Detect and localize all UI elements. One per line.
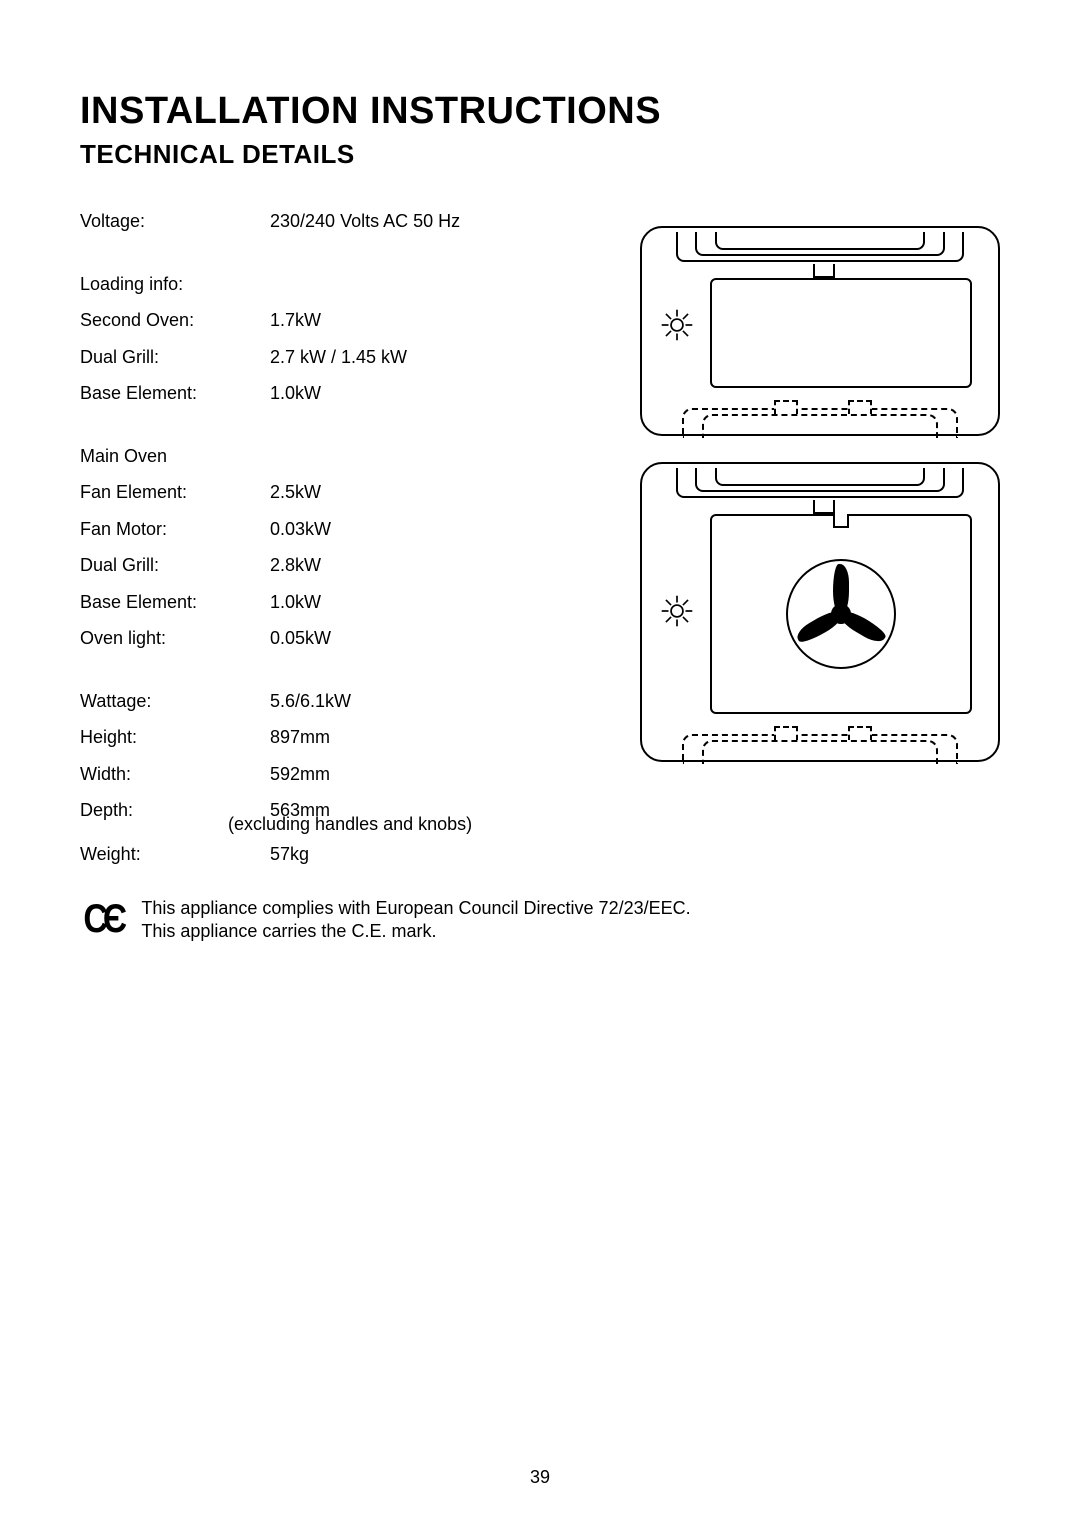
spec-row-voltage: Voltage: 230/240 Volts AC 50 Hz [80, 210, 600, 233]
page: INSTALLATION INSTRUCTIONS TECHNICAL DETA… [0, 0, 1080, 1528]
bottom-heating-element-icon [656, 394, 984, 432]
spec-row-base-element-top: Base Element: 1.0kW [80, 382, 600, 405]
spec-value: 0.03kW [270, 518, 600, 541]
thermostat-sun-icon [660, 594, 694, 628]
spec-row-width: Width: 592mm [80, 763, 600, 786]
heading-technical-details: TECHNICAL DETAILS [80, 139, 1000, 170]
ce-line-2: This appliance carries the C.E. mark. [141, 920, 690, 943]
spec-table: Voltage: 230/240 Volts AC 50 Hz Loading … [80, 210, 600, 879]
spec-row-dual-grill-main: Dual Grill: 2.8kW [80, 554, 600, 577]
oven-cavity-icon [710, 278, 972, 388]
spec-row-main-oven: Main Oven [80, 445, 600, 468]
ce-mark-icon: CЄ [83, 897, 122, 942]
spec-value: 2.7 kW / 1.45 kW [270, 346, 600, 369]
spec-row-oven-light: Oven light: 0.05kW [80, 627, 600, 650]
spec-value: 1.0kW [270, 591, 600, 614]
ce-compliance-text: This appliance complies with European Co… [141, 897, 690, 942]
spec-label: Oven light: [80, 627, 270, 650]
spec-value [270, 273, 600, 296]
oven-diagram-conventional [640, 226, 1000, 436]
spec-label: Dual Grill: [80, 554, 270, 577]
spec-label: Voltage: [80, 210, 270, 233]
spec-label: Width: [80, 763, 270, 786]
spec-value [270, 445, 600, 468]
spec-value: 592mm [270, 763, 600, 786]
spec-label: Height: [80, 726, 270, 749]
spec-row-wattage: Wattage: 5.6/6.1kW [80, 690, 600, 713]
spec-value: 1.7kW [270, 309, 600, 332]
spec-label: Loading info: [80, 273, 270, 296]
top-heating-element-icon [656, 474, 984, 508]
content-row: Voltage: 230/240 Volts AC 50 Hz Loading … [80, 210, 1000, 879]
spec-value: 897mm [270, 726, 600, 749]
spec-row-second-oven: Second Oven: 1.7kW [80, 309, 600, 332]
page-number: 39 [0, 1467, 1080, 1488]
spec-value: 1.0kW [270, 382, 600, 405]
spec-label: Main Oven [80, 445, 270, 468]
spec-label: Fan Element: [80, 481, 270, 504]
spec-label: Weight: [80, 843, 270, 866]
fan-icon [786, 559, 896, 669]
spec-row-dual-grill-top: Dual Grill: 2.7 kW / 1.45 kW [80, 346, 600, 369]
spec-label: Fan Motor: [80, 518, 270, 541]
spec-label: Base Element: [80, 382, 270, 405]
bottom-heating-element-icon [656, 720, 984, 758]
spec-value: 230/240 Volts AC 50 Hz [270, 210, 600, 233]
spec-label: Dual Grill: [80, 346, 270, 369]
ce-compliance-row: CЄ This appliance complies with European… [80, 897, 1000, 942]
spec-row-loading-info: Loading info: [80, 273, 600, 296]
spec-row-fan-motor: Fan Motor: 0.03kW [80, 518, 600, 541]
spec-value: 2.5kW [270, 481, 600, 504]
spec-row-weight: Weight: 57kg [80, 843, 600, 866]
diagrams-column [640, 210, 1000, 879]
spec-row-fan-element: Fan Element: 2.5kW [80, 481, 600, 504]
heading-installation: INSTALLATION INSTRUCTIONS [80, 90, 1000, 133]
spec-label: Wattage: [80, 690, 270, 713]
spec-value: 57kg [270, 843, 600, 866]
spec-value: 2.8kW [270, 554, 600, 577]
spec-label: Base Element: [80, 591, 270, 614]
spec-value: 0.05kW [270, 627, 600, 650]
oven-cavity-icon [710, 514, 972, 714]
top-heating-element-icon [656, 238, 984, 272]
oven-diagram-fan [640, 462, 1000, 762]
spec-row-base-element-main: Base Element: 1.0kW [80, 591, 600, 614]
spec-label: Second Oven: [80, 309, 270, 332]
thermostat-sun-icon [660, 308, 694, 342]
spec-value: 5.6/6.1kW [270, 690, 600, 713]
ce-line-1: This appliance complies with European Co… [141, 897, 690, 920]
spec-row-height: Height: 897mm [80, 726, 600, 749]
